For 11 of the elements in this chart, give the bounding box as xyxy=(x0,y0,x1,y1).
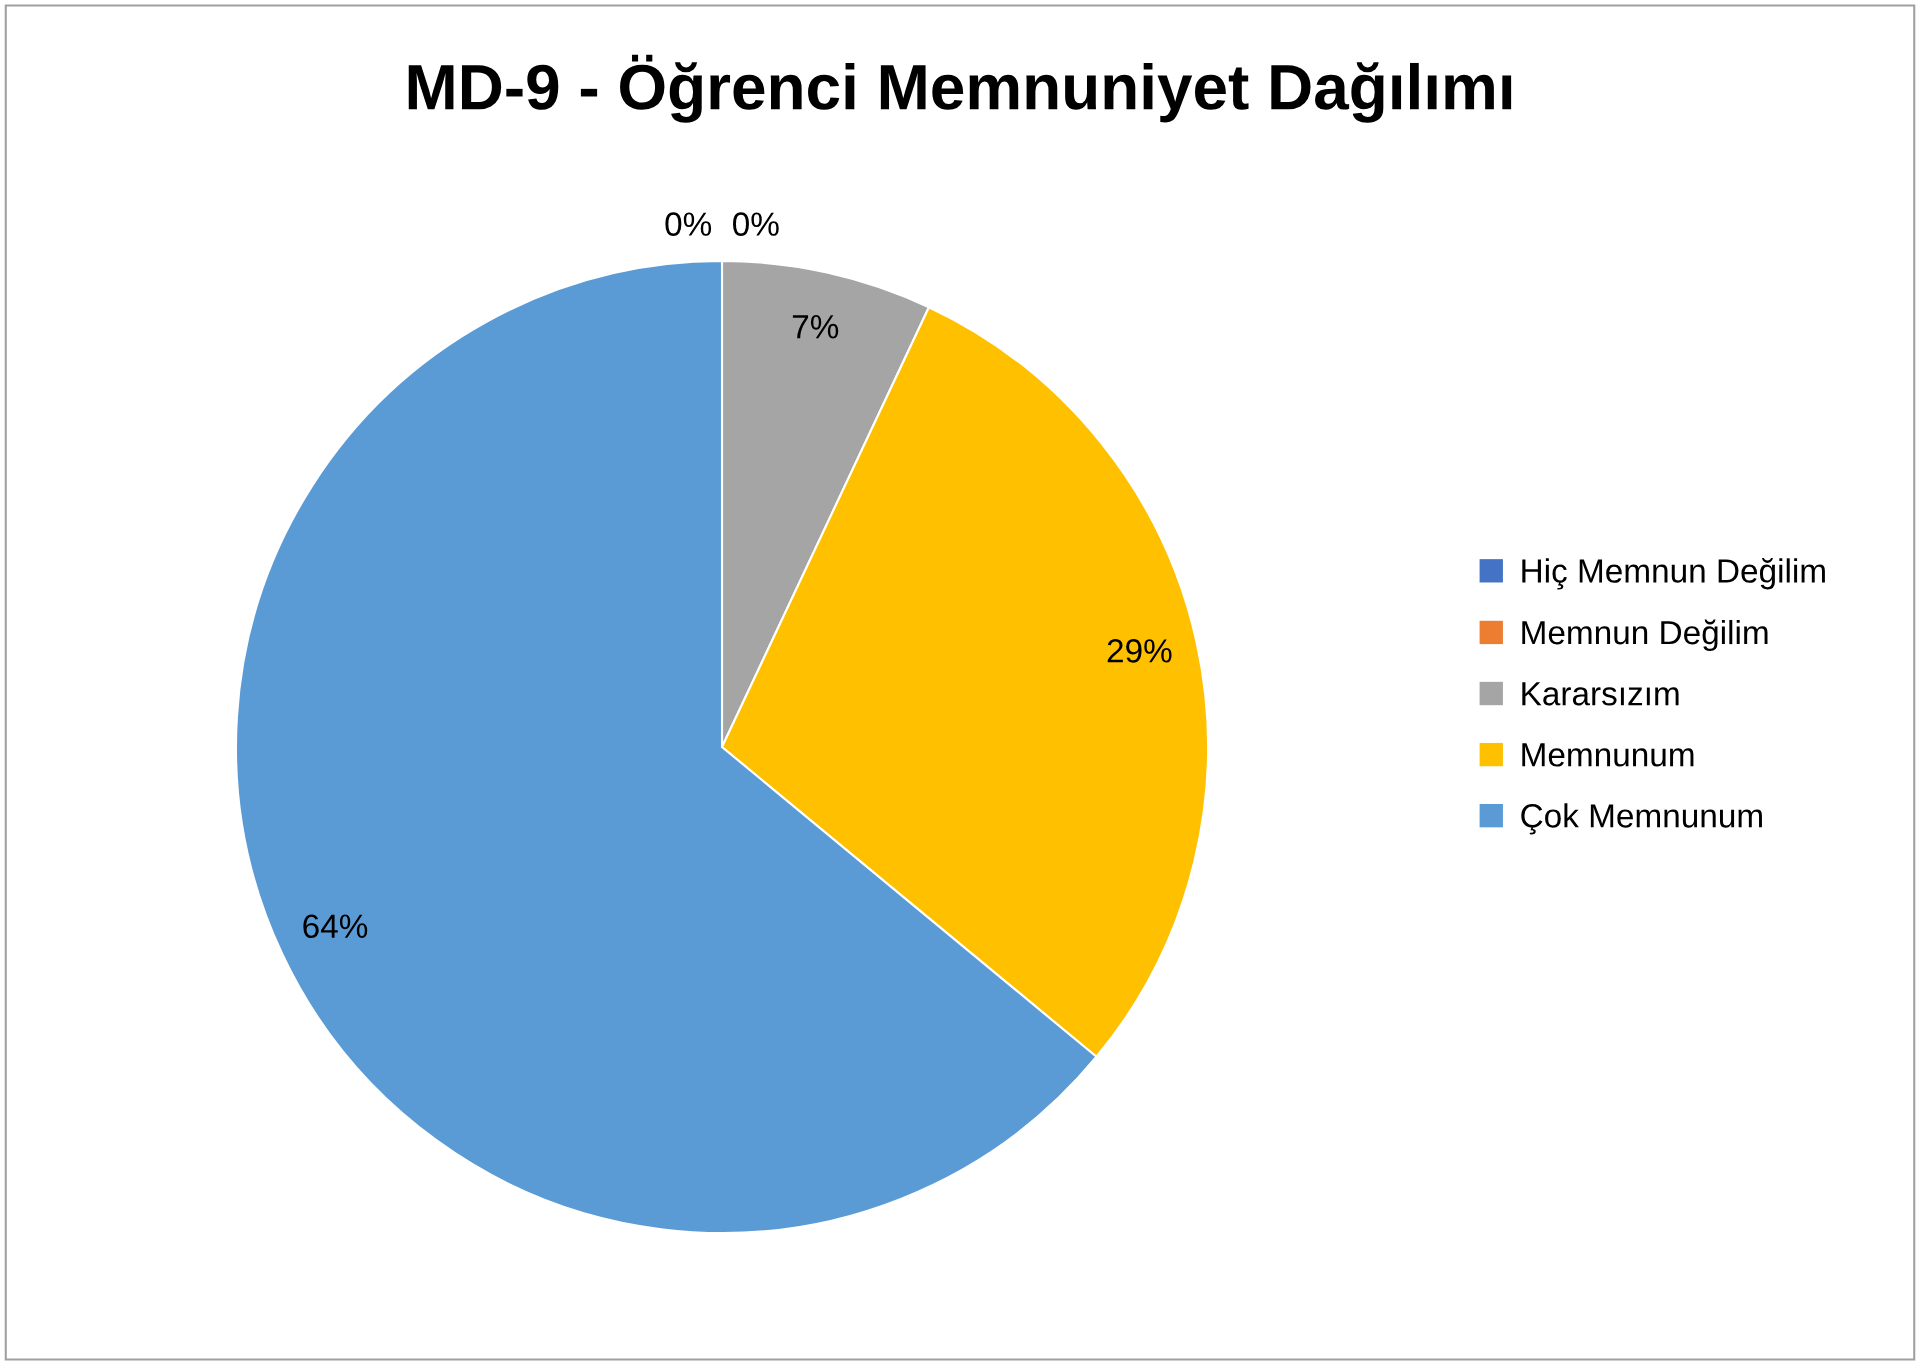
legend-label: Memnunum xyxy=(1522,743,1694,767)
data-label: 29% xyxy=(1107,639,1172,663)
chart-title: MD-9 - Öğrenci Memnuniyet Dağılımı xyxy=(408,54,1512,123)
legend-label: Memnun Değilim xyxy=(1522,619,1768,652)
text: 0% xyxy=(665,212,712,236)
data-label: 64% xyxy=(303,914,368,939)
text: 0% xyxy=(733,212,779,236)
legend-label: Çok Memnunum xyxy=(1521,803,1762,835)
data-label: 7% xyxy=(792,315,839,339)
legend-label: Hiç Memnun Değilim xyxy=(1522,557,1825,590)
legend-label: Kararsızım xyxy=(1522,682,1679,706)
